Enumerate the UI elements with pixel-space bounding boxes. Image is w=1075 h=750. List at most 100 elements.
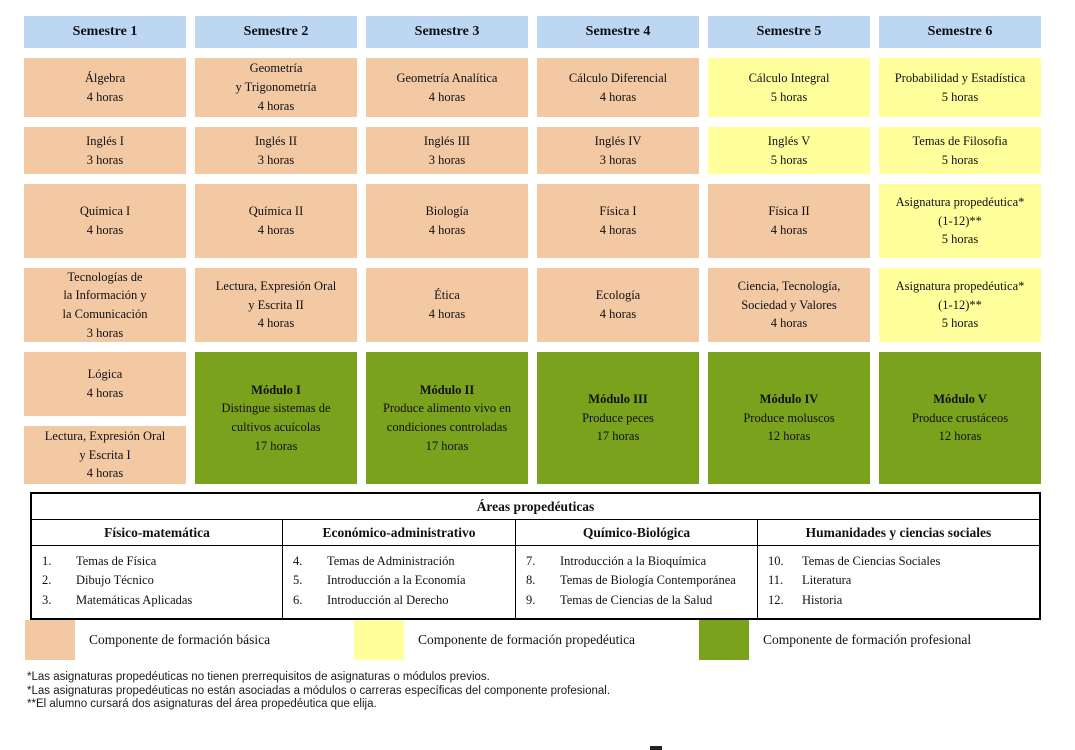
course-title: Inglés III	[423, 133, 471, 148]
course-hours: 5 horas	[770, 152, 808, 167]
course-hours: 4 horas	[86, 466, 124, 481]
module-name: Módulo III	[588, 391, 648, 406]
course-hours: 4 horas	[86, 89, 124, 104]
item-label: Temas de Ciencias Sociales	[802, 554, 941, 568]
course-title: Química II	[248, 204, 304, 219]
list-item: 7. Introducción a la Bioquímica	[526, 552, 753, 571]
module-name: Módulo V	[933, 391, 987, 406]
list-item: 8. Temas de Biología Contemporánea	[526, 571, 753, 590]
module-hours: 17 horas	[254, 438, 298, 453]
area-header-quimico-biologica: Químico-Biológica	[516, 520, 758, 546]
course-hours: 4 horas	[599, 223, 637, 237]
course-cell-calculo-integral: Cálculo Integral 5 horas	[708, 58, 870, 117]
footnotes: *Las asignaturas propedéuticas no tienen…	[27, 671, 610, 712]
course-cell-probabilidad-estadistica: Probabilidad y Estadística 5 horas	[879, 58, 1041, 117]
course-cell-lectura-2: Lectura, Expresión Oral y Escrita II 4 ho…	[195, 268, 357, 342]
module-desc: Produce moluscos	[743, 410, 835, 425]
area-header-humanidades: Humanidades y ciencias sociales	[758, 520, 1039, 546]
course-cell-ingles-5: Inglés V 5 horas	[708, 127, 870, 174]
area-header-fisico-matematica: Físico-matemática	[32, 520, 283, 546]
course-title: Cálculo Diferencial	[568, 70, 668, 85]
item-number: 4.	[293, 554, 303, 568]
course-hours: 3 horas	[86, 325, 124, 340]
semester-header-2: Semestre 2	[195, 16, 357, 48]
course-title: Física I	[599, 204, 637, 219]
item-number: 12.	[768, 592, 784, 607]
area-column-fisico-matematica: 1. Temas de Física 2. Dibujo Técnico 3. Mat…	[32, 546, 283, 619]
item-label: Temas de Administración	[327, 554, 455, 568]
course-title: Asignatura propedéutica* (1-12)**	[895, 278, 1025, 312]
course-hours: 4 horas	[428, 223, 466, 237]
course-title: Geometría Analítica	[396, 70, 498, 85]
item-number: 11.	[768, 573, 784, 588]
course-title: Ecología	[595, 288, 641, 303]
basica-color-swatch	[25, 620, 75, 660]
list-item: 3. Matemáticas Aplicadas	[42, 591, 278, 610]
legend-item-basica: Componente de formación básica	[25, 620, 270, 660]
course-cell-temas-filosofia: Temas de Filosofia 5 horas	[879, 127, 1041, 174]
semester-header-1: Semestre 1	[24, 16, 186, 48]
item-number: 10.	[768, 554, 784, 568]
item-label: Introducción al Derecho	[327, 592, 449, 607]
course-cell-ecologia: Ecología 4 horas	[537, 268, 699, 342]
course-title: Lógica	[87, 367, 123, 382]
list-item: 6. Introducción al Derecho	[293, 591, 511, 610]
item-label: Introducción a la Economía	[327, 573, 466, 588]
module-hours: 17 horas	[425, 438, 469, 453]
course-title: Física II	[768, 204, 810, 219]
course-hours: 5 horas	[941, 232, 979, 247]
semester-grid: Semestre 1 Semestre 2 Semestre 3 Semestr…	[24, 16, 1041, 484]
component-legend: Componente de formación básica Component…	[0, 620, 1075, 666]
course-title: Inglés II	[255, 133, 297, 148]
course-title: Temas de Filosofia	[912, 133, 1008, 148]
list-item: 10. Temas de Ciencias Sociales	[768, 552, 1035, 571]
course-hours: 4 horas	[428, 89, 466, 104]
course-hours: 4 horas	[257, 98, 295, 113]
semester-header-label: Semestre 2	[243, 24, 309, 39]
area-header-economico-administrativo: Económico-administrativo	[283, 520, 516, 546]
footnote-line: *Las asignaturas propedéuticas no tienen…	[27, 671, 490, 683]
course-cell-quimica-1: Química I 4 horas	[24, 184, 186, 258]
list-item: 9. Temas de Ciencias de la Salud	[526, 591, 753, 610]
course-cell-fisica-2: Física II 4 horas	[708, 184, 870, 258]
item-label: Dibujo Técnico	[76, 573, 154, 588]
course-hours: 4 horas	[257, 223, 295, 237]
course-cell-geometria-analitica: Geometría Analítica 4 horas	[366, 58, 528, 117]
course-cell-logica: Lógica 4 horas	[24, 352, 186, 416]
module-cell-2: Módulo II Produce alimento vivo en condic…	[366, 352, 528, 484]
legend-label: Componente de formación propedéutica	[418, 632, 636, 647]
semester-header-label: Semestre 1	[72, 24, 138, 39]
module-desc: Distingue sistemas de cultivos acuícolas	[221, 401, 331, 434]
legend-label: Componente de formación básica	[89, 632, 271, 647]
course-cell-etica: Ética 4 horas	[366, 268, 528, 342]
module-cell-1: Módulo I Distingue sistemas de cultivos a…	[195, 352, 357, 484]
course-title: Ética	[434, 288, 460, 303]
item-label: Temas de Biología Contemporánea	[560, 573, 736, 588]
areas-propedeuticas-table: Áreas propedéuticas Físico-matemática Ec…	[30, 492, 1041, 621]
module-hours: 12 horas	[938, 429, 982, 444]
module-cell-3: Módulo III Produce peces 17 horas	[537, 352, 699, 484]
item-number: 6.	[293, 592, 303, 607]
course-title: Geometría y Trigonometría	[235, 61, 317, 95]
course-hours: 4 horas	[770, 223, 808, 237]
legend-label: Componente de formación profesional	[763, 632, 972, 647]
item-number: 2.	[42, 573, 52, 588]
course-title: Ciencia, Tecnología, Sociedad y Valores	[737, 278, 841, 312]
areas-table-title: Áreas propedéuticas	[32, 494, 1039, 520]
item-label: Temas de Ciencias de la Salud	[560, 592, 713, 607]
semester-header-label: Semestre 5	[756, 24, 822, 39]
legend-item-propedeutica: Componente de formación propedéutica	[354, 620, 635, 660]
course-cell-biologia: Biología 4 horas	[366, 184, 528, 258]
area-column-economico-administrativo: 4. Temas de Administración 5. Introducción…	[283, 546, 516, 619]
item-label: Introducción a la Bioquímica	[560, 554, 707, 568]
module-cell-4: Módulo IV Produce moluscos 12 horas	[708, 352, 870, 484]
item-number: 5.	[293, 573, 303, 588]
semester1-bottom-stack: Lógica 4 horas Lectura, Expresión Oral y …	[24, 352, 186, 484]
course-title: Lectura, Expresión Oral y Escrita II	[215, 278, 337, 312]
course-title: Lectura, Expresión Oral y Escrita I	[44, 428, 166, 462]
course-title: Inglés V	[767, 133, 811, 148]
item-number: 1.	[42, 554, 52, 568]
area-column-humanidades: 10. Temas de Ciencias Sociales 11. Literat…	[758, 546, 1039, 618]
course-cell-ingles-1: Inglés I 3 horas	[24, 127, 186, 174]
course-hours: 3 horas	[428, 152, 466, 167]
